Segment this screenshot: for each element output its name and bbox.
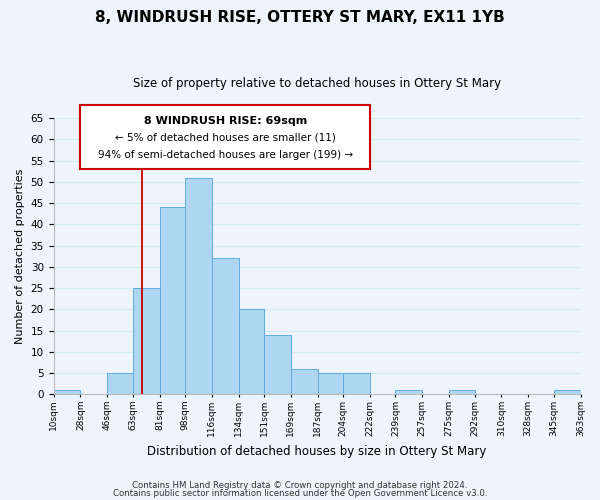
Bar <box>449 390 475 394</box>
Bar <box>185 178 212 394</box>
X-axis label: Distribution of detached houses by size in Ottery St Mary: Distribution of detached houses by size … <box>148 444 487 458</box>
Text: 8 WINDRUSH RISE: 69sqm: 8 WINDRUSH RISE: 69sqm <box>143 116 307 126</box>
Title: Size of property relative to detached houses in Ottery St Mary: Size of property relative to detached ho… <box>133 78 501 90</box>
Bar <box>264 335 291 394</box>
Bar <box>53 390 80 394</box>
Bar <box>343 373 370 394</box>
Bar <box>160 208 185 394</box>
Text: Contains public sector information licensed under the Open Government Licence v3: Contains public sector information licen… <box>113 488 487 498</box>
Bar <box>318 373 343 394</box>
Text: 8, WINDRUSH RISE, OTTERY ST MARY, EX11 1YB: 8, WINDRUSH RISE, OTTERY ST MARY, EX11 1… <box>95 10 505 25</box>
Bar <box>212 258 239 394</box>
Y-axis label: Number of detached properties: Number of detached properties <box>15 168 25 344</box>
Bar <box>239 310 264 394</box>
Text: 94% of semi-detached houses are larger (199) →: 94% of semi-detached houses are larger (… <box>98 150 353 160</box>
Bar <box>554 390 581 394</box>
Bar <box>107 373 133 394</box>
FancyBboxPatch shape <box>80 106 370 169</box>
Text: Contains HM Land Registry data © Crown copyright and database right 2024.: Contains HM Land Registry data © Crown c… <box>132 481 468 490</box>
Bar <box>291 368 318 394</box>
Bar <box>133 288 160 394</box>
Text: ← 5% of detached houses are smaller (11): ← 5% of detached houses are smaller (11) <box>115 132 335 142</box>
Bar <box>395 390 422 394</box>
